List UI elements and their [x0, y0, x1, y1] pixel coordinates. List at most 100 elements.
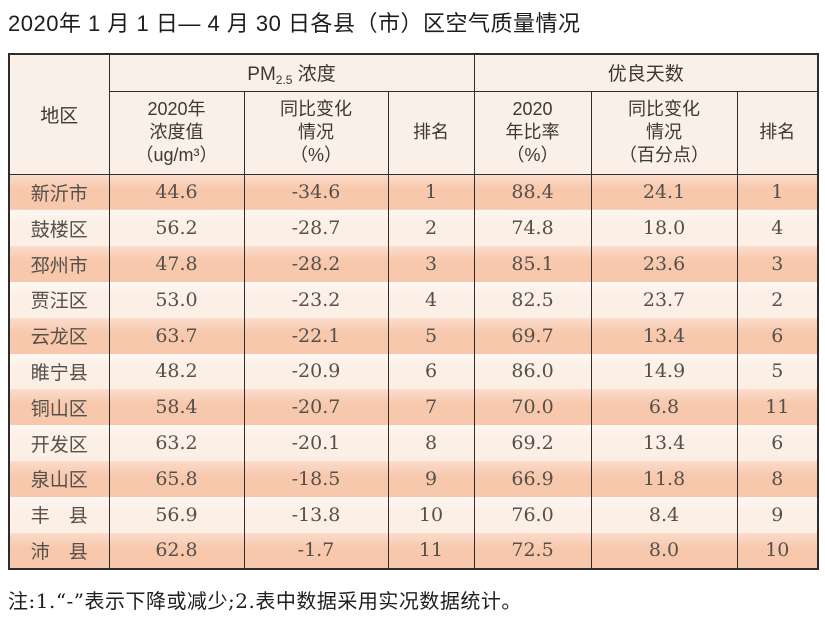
subheader-cell-pm-change: 同比变化 情况 （%）: [243, 90, 389, 175]
subheader-cell-ratio-change: 同比变化 情况 （百分点）: [590, 90, 738, 175]
region-cell: 沛 县: [8, 532, 110, 570]
value-cell: 8.0: [590, 532, 738, 570]
value-cell: -22.1: [243, 317, 389, 354]
value-cell: 1: [736, 174, 819, 211]
region-cell: 铜山区: [8, 389, 110, 426]
value-cell: 11: [387, 532, 475, 570]
table-row: 铜山区 58.4 -20.7 7 70.0 6.8 11: [8, 389, 819, 426]
value-cell: 44.6: [108, 174, 245, 211]
value-cell: -18.5: [243, 460, 389, 497]
value-cell: -34.6: [243, 174, 389, 211]
table-row: 新沂市 44.6 -34.6 1 88.4 24.1 1: [8, 174, 819, 211]
value-cell: 76.0: [473, 496, 592, 533]
header-cell-good-days: 优良天数: [473, 53, 819, 92]
value-cell: -23.2: [243, 281, 389, 318]
value-cell: 88.4: [473, 174, 592, 211]
pm-label-suffix: 浓度: [292, 63, 336, 85]
region-cell: 丰 县: [8, 496, 110, 533]
value-cell: 85.1: [473, 246, 592, 282]
region-cell: 睢宁县: [8, 353, 110, 390]
value-cell: 8: [736, 460, 819, 497]
value-cell: 8: [387, 425, 475, 461]
value-cell: 5: [387, 317, 475, 354]
value-cell: -20.9: [243, 353, 389, 390]
value-cell: 24.1: [590, 174, 738, 211]
value-cell: -28.2: [243, 246, 389, 282]
region-cell: 开发区: [8, 425, 110, 461]
value-cell: 10: [736, 532, 819, 570]
value-cell: 23.7: [590, 281, 738, 318]
table-row: 泉山区 65.8 -18.5 9 66.9 11.8 8: [8, 460, 819, 497]
table-header: 地区 PM2.5 浓度 优良天数 2020年 浓度值 （ug/m³） 同比变化 …: [8, 53, 819, 175]
footnote: 注:1.“-”表示下降或减少;2.表中数据采用实况数据统计。: [8, 589, 522, 614]
value-cell: 6: [736, 317, 819, 354]
value-cell: 58.4: [108, 389, 245, 426]
value-cell: 7: [387, 389, 475, 426]
region-cell: 鼓楼区: [8, 210, 110, 247]
header-sub-row: 2020年 浓度值 （ug/m³） 同比变化 情况 （%） 排名 2020 年比…: [9, 90, 819, 175]
table-row: 丰 县 56.9 -13.8 10 76.0 8.4 9: [8, 496, 819, 533]
value-cell: 2: [736, 281, 819, 318]
value-cell: 70.0: [473, 389, 592, 426]
value-cell: 48.2: [108, 353, 245, 390]
value-cell: 23.6: [590, 246, 738, 282]
value-cell: 6.8: [590, 389, 738, 426]
value-cell: 18.0: [590, 210, 738, 247]
subheader-cell-ratio-rank: 排名: [736, 90, 819, 175]
header-cell-pm-group: PM2.5 浓度: [108, 53, 475, 92]
value-cell: 53.0: [108, 281, 245, 318]
air-quality-table: 地区 PM2.5 浓度 优良天数 2020年 浓度值 （ug/m³） 同比变化 …: [8, 52, 820, 571]
table-body: 新沂市 44.6 -34.6 1 88.4 24.1 1 鼓楼区 56.2 -28.7 2 74.8 1…: [8, 174, 819, 570]
value-cell: 10: [387, 496, 475, 533]
value-cell: 47.8: [108, 246, 245, 282]
table-row: 开发区 63.2 -20.1 8 69.2 13.4 6: [8, 425, 819, 461]
pm-label-subscript: 2.5: [275, 72, 293, 87]
value-cell: 56.2: [108, 210, 245, 247]
value-cell: 3: [736, 246, 819, 282]
page-title: 2020年 1 月 1 日— 4 月 30 日各县（市）区空气质量情况: [8, 11, 581, 36]
value-cell: -13.8: [243, 496, 389, 533]
value-cell: 62.8: [108, 532, 245, 570]
table-row: 云龙区 63.7 -22.1 5 69.7 13.4 6: [8, 317, 819, 354]
value-cell: -20.1: [243, 425, 389, 461]
value-cell: 4: [387, 281, 475, 318]
value-cell: -28.7: [243, 210, 389, 247]
table-row: 邳州市 47.8 -28.2 3 85.1 23.6 3: [8, 246, 819, 282]
value-cell: 9: [736, 496, 819, 533]
value-cell: 13.4: [590, 425, 738, 461]
value-cell: 11: [736, 389, 819, 426]
value-cell: 65.8: [108, 460, 245, 497]
value-cell: 74.8: [473, 210, 592, 247]
subheader-cell-pm-value: 2020年 浓度值 （ug/m³）: [108, 90, 245, 175]
region-cell: 泉山区: [8, 460, 110, 497]
value-cell: 11.8: [590, 460, 738, 497]
value-cell: 72.5: [473, 532, 592, 570]
header-cell-region: 地区: [8, 53, 110, 175]
header-group-row: 地区 PM2.5 浓度 优良天数: [8, 53, 819, 175]
region-cell: 邳州市: [8, 246, 110, 282]
subheader-cell-ratio-value: 2020 年比率 （%）: [473, 90, 592, 175]
table-row: 沛 县 62.8 -1.7 11 72.5 8.0 10: [8, 532, 819, 570]
region-cell: 贾汪区: [8, 281, 110, 318]
value-cell: -20.7: [243, 389, 389, 426]
value-cell: 63.7: [108, 317, 245, 354]
value-cell: 9: [387, 460, 475, 497]
value-cell: 3: [387, 246, 475, 282]
value-cell: 66.9: [473, 460, 592, 497]
value-cell: 13.4: [590, 317, 738, 354]
value-cell: 69.7: [473, 317, 592, 354]
value-cell: -1.7: [243, 532, 389, 570]
value-cell: 5: [736, 353, 819, 390]
value-cell: 2: [387, 210, 475, 247]
value-cell: 63.2: [108, 425, 245, 461]
region-cell: 云龙区: [8, 317, 110, 354]
value-cell: 4: [736, 210, 819, 247]
pm-label-prefix: PM: [247, 63, 276, 85]
value-cell: 69.2: [473, 425, 592, 461]
value-cell: 56.9: [108, 496, 245, 533]
value-cell: 14.9: [590, 353, 738, 390]
table-row: 鼓楼区 56.2 -28.7 2 74.8 18.0 4: [8, 210, 819, 247]
region-cell: 新沂市: [8, 174, 110, 211]
table-row: 贾汪区 53.0 -23.2 4 82.5 23.7 2: [8, 281, 819, 318]
